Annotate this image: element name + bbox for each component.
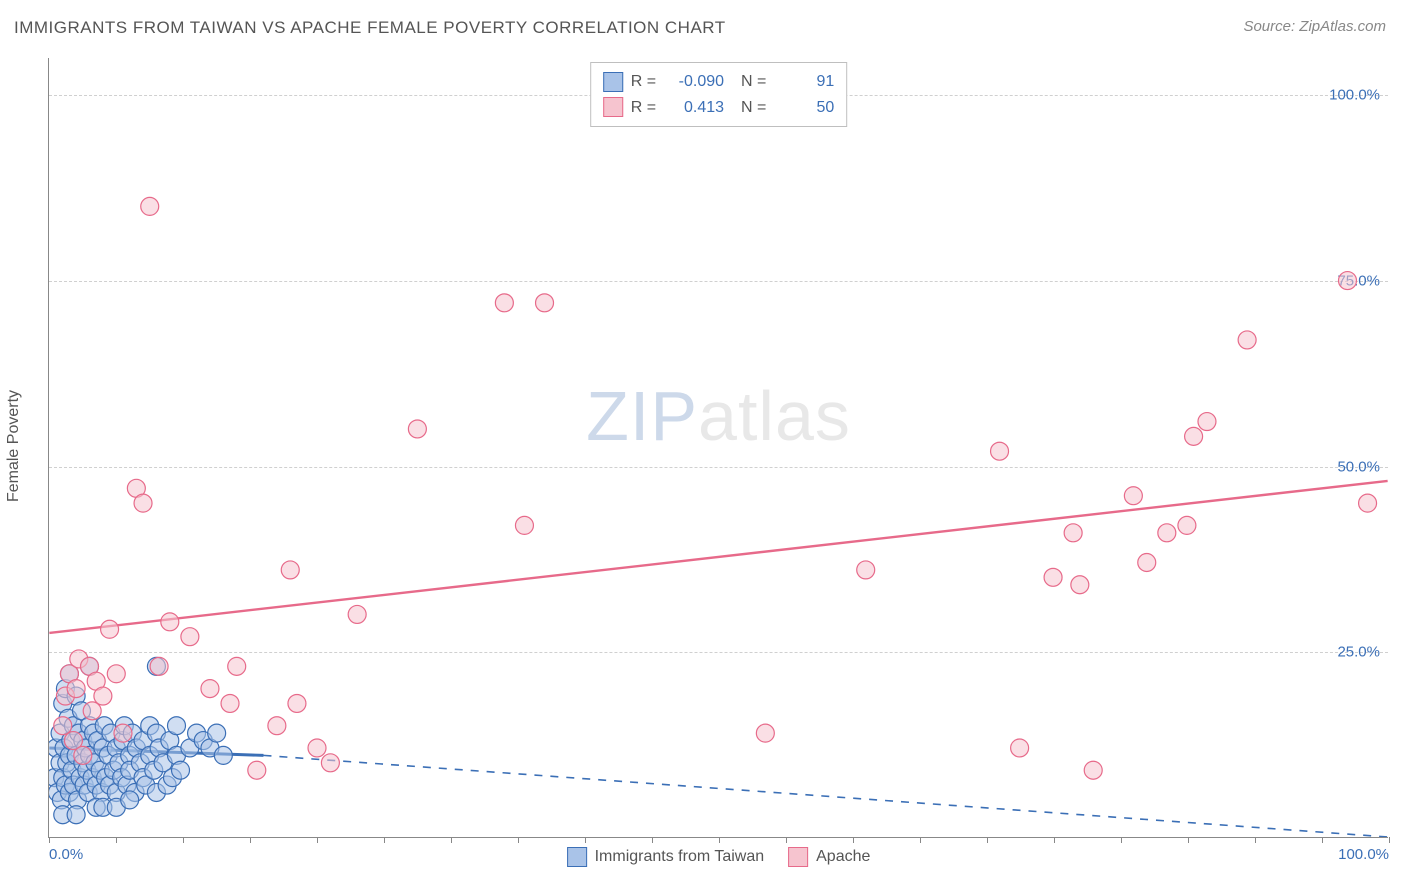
legend-row-apache: R = 0.413 N = 50 (603, 95, 835, 121)
xtick-mark (1389, 837, 1390, 843)
xtick-label: 0.0% (49, 846, 83, 863)
xtick-mark (719, 837, 720, 843)
xtick-mark (116, 837, 117, 843)
swatch-taiwan (603, 72, 623, 92)
xtick-mark (920, 837, 921, 843)
y-axis-label: Female Poverty (5, 390, 23, 502)
xtick-mark (384, 837, 385, 843)
n-value-apache: 50 (774, 95, 834, 121)
xtick-mark (585, 837, 586, 843)
xtick-mark (1255, 837, 1256, 843)
xtick-mark (987, 837, 988, 843)
xtick-mark (49, 837, 50, 843)
legend-label-apache: Apache (816, 848, 870, 866)
chart-title: IMMIGRANTS FROM TAIWAN VS APACHE FEMALE … (14, 18, 726, 38)
xtick-mark (250, 837, 251, 843)
xtick-mark (853, 837, 854, 843)
xtick-mark (652, 837, 653, 843)
xtick-mark (1188, 837, 1189, 843)
xtick-mark (1322, 837, 1323, 843)
legend-item-apache: Apache (788, 847, 870, 867)
xtick-mark (183, 837, 184, 843)
xtick-mark (1054, 837, 1055, 843)
series-legend: Immigrants from Taiwan Apache (567, 847, 871, 867)
n-label: N = (732, 95, 766, 121)
xtick-mark (1121, 837, 1122, 843)
source-attribution: Source: ZipAtlas.com (1243, 18, 1386, 35)
legend-item-taiwan: Immigrants from Taiwan (567, 847, 765, 867)
r-value-apache: 0.413 (664, 95, 724, 121)
xtick-mark (451, 837, 452, 843)
n-label: N = (732, 69, 766, 95)
correlation-legend: R = -0.090 N = 91 R = 0.413 N = 50 (590, 62, 848, 127)
xtick-mark (518, 837, 519, 843)
r-label: R = (631, 95, 656, 121)
swatch-taiwan-bottom (567, 847, 587, 867)
xtick-label: 100.0% (1338, 846, 1389, 863)
n-value-taiwan: 91 (774, 69, 834, 95)
xtick-mark (786, 837, 787, 843)
chart-svg (49, 58, 1388, 837)
legend-row-taiwan: R = -0.090 N = 91 (603, 69, 835, 95)
xtick-mark (317, 837, 318, 843)
r-value-taiwan: -0.090 (664, 69, 724, 95)
legend-label-taiwan: Immigrants from Taiwan (595, 848, 765, 866)
r-label: R = (631, 69, 656, 95)
swatch-apache (603, 97, 623, 117)
plot-area: ZIPatlas R = -0.090 N = 91 R = 0.413 N =… (48, 58, 1388, 838)
swatch-apache-bottom (788, 847, 808, 867)
